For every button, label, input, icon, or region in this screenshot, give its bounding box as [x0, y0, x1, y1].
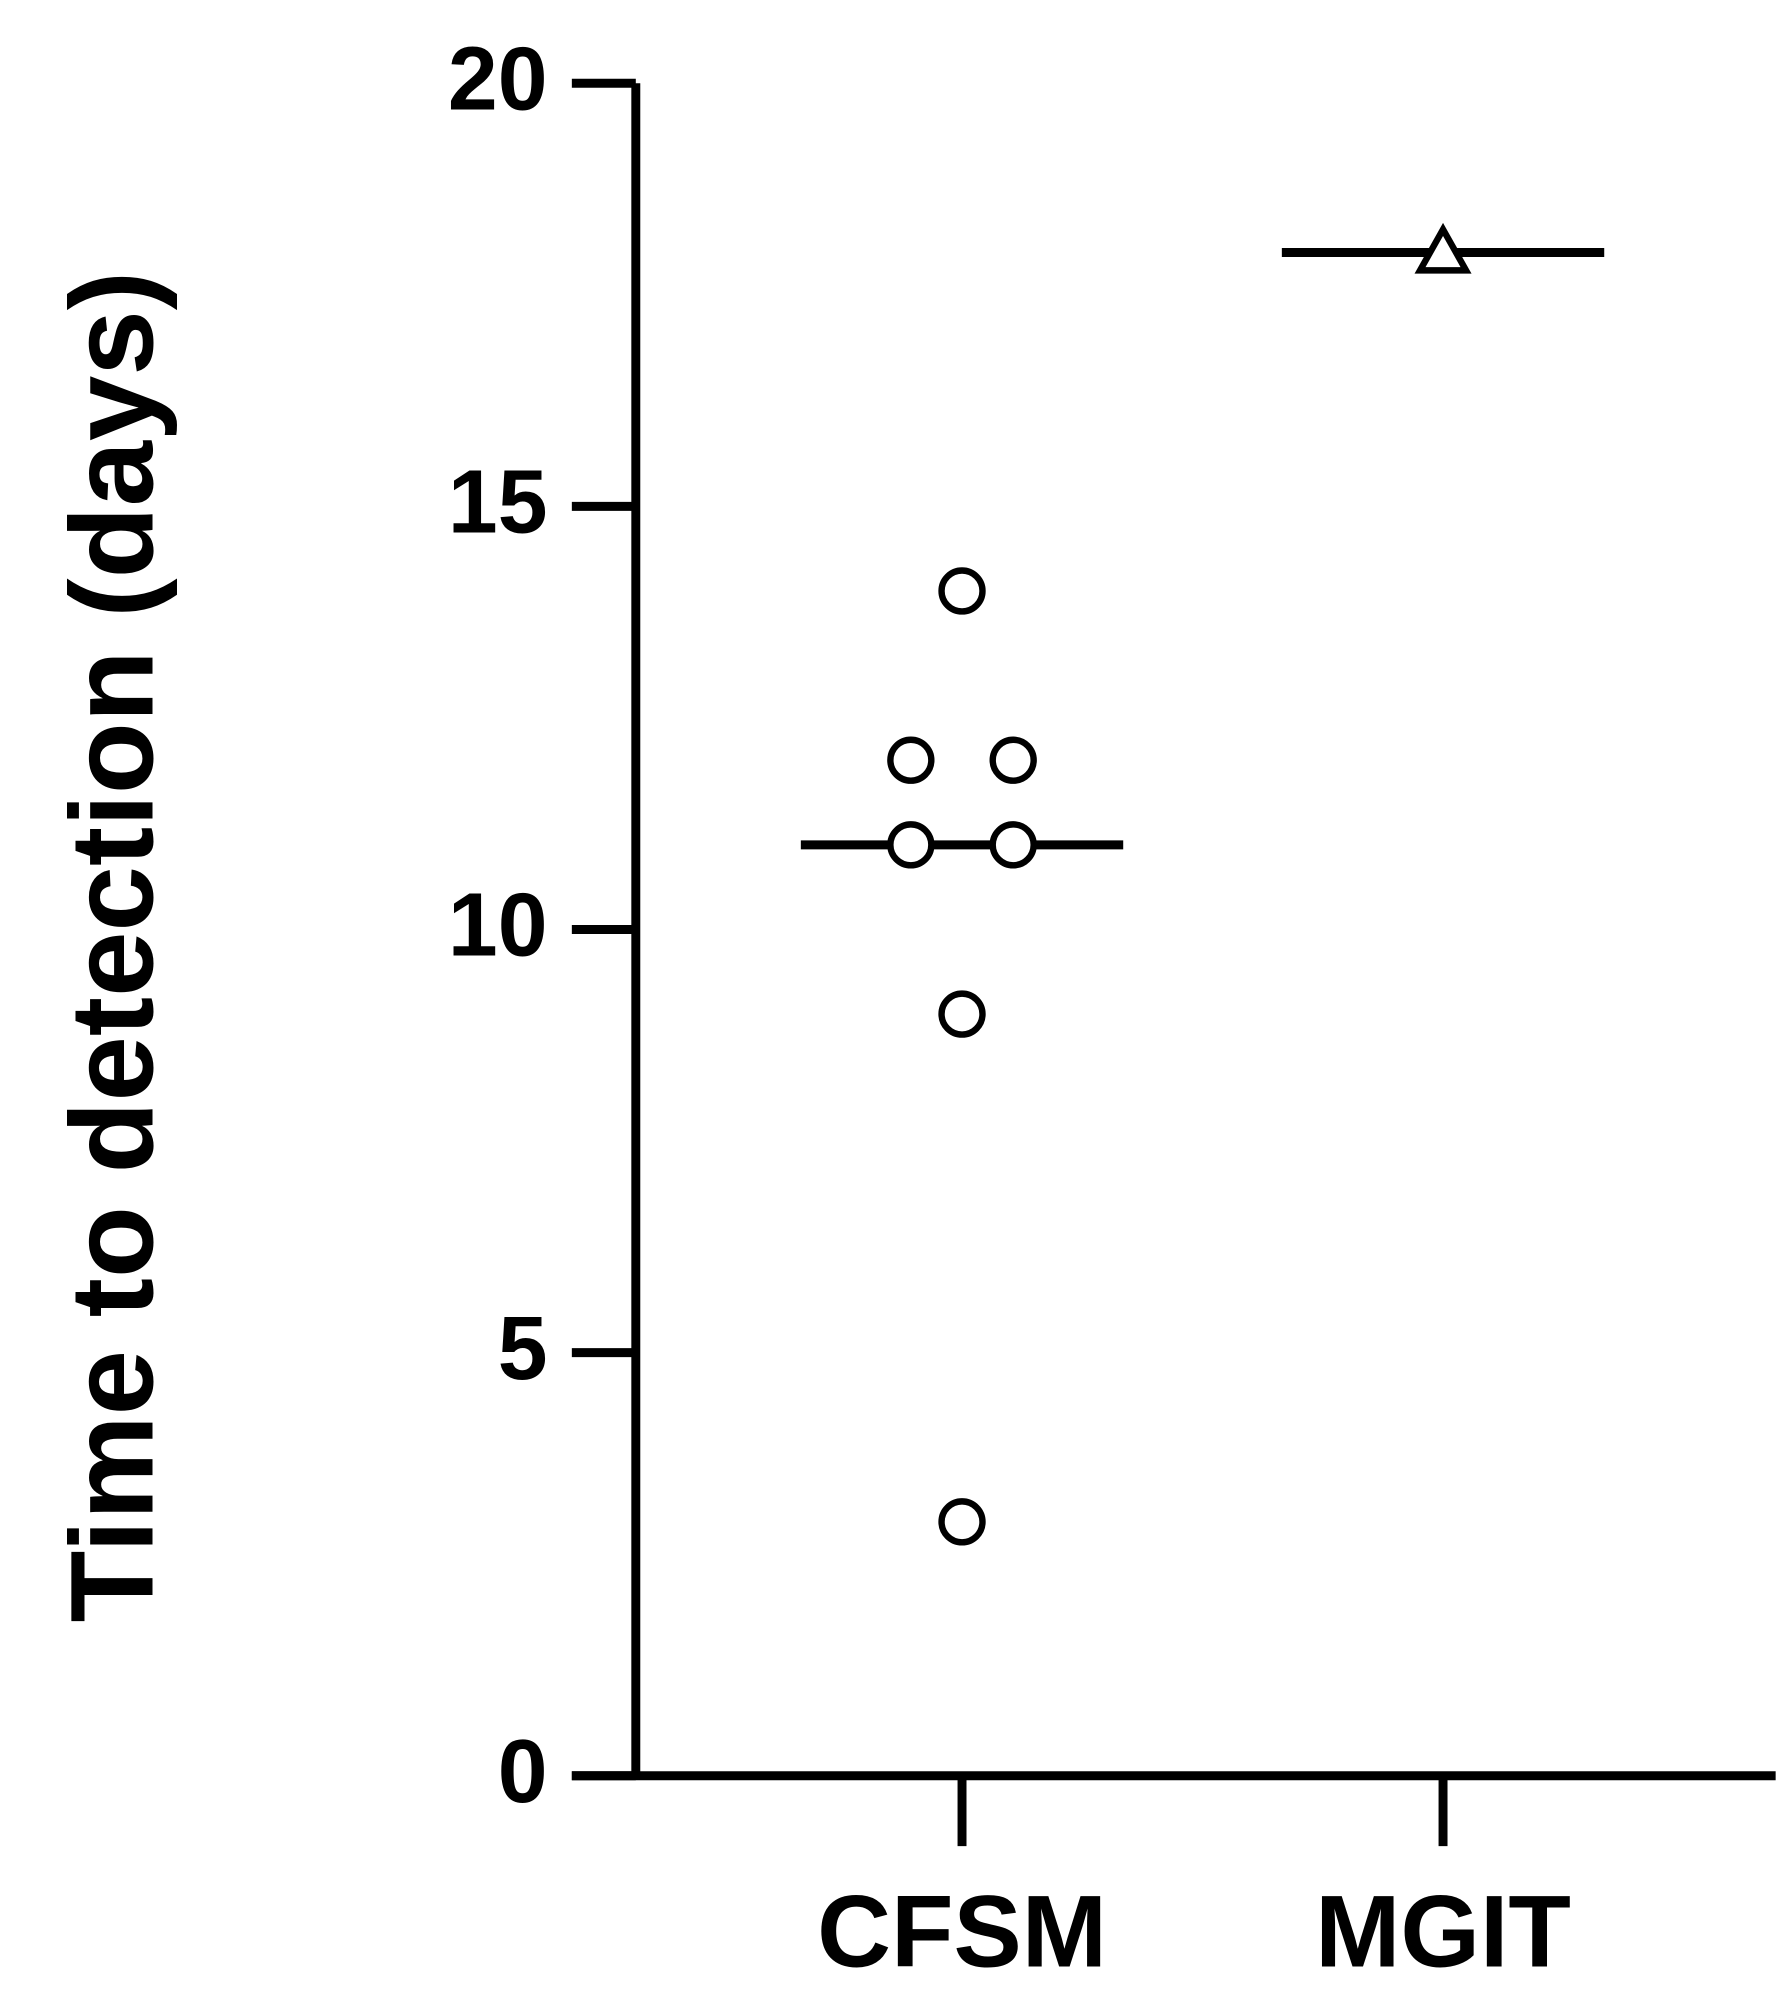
point	[887, 736, 935, 784]
point	[938, 567, 986, 615]
y-tick-label: 5	[498, 1298, 548, 1398]
y-tick-label: 10	[448, 875, 548, 975]
y-axis-label: Time to detection (days)	[46, 271, 178, 1622]
point	[938, 1498, 986, 1546]
point	[989, 736, 1037, 784]
point	[887, 821, 935, 869]
y-tick-label: 0	[498, 1721, 548, 1821]
point	[1414, 222, 1472, 274]
y-tick-label: 20	[448, 28, 548, 128]
x-tick-label: MGIT	[1315, 1873, 1571, 1988]
y-tick-label: 15	[448, 452, 548, 552]
point	[989, 821, 1037, 869]
point	[938, 990, 986, 1038]
x-tick-label: CFSM	[817, 1873, 1107, 1988]
